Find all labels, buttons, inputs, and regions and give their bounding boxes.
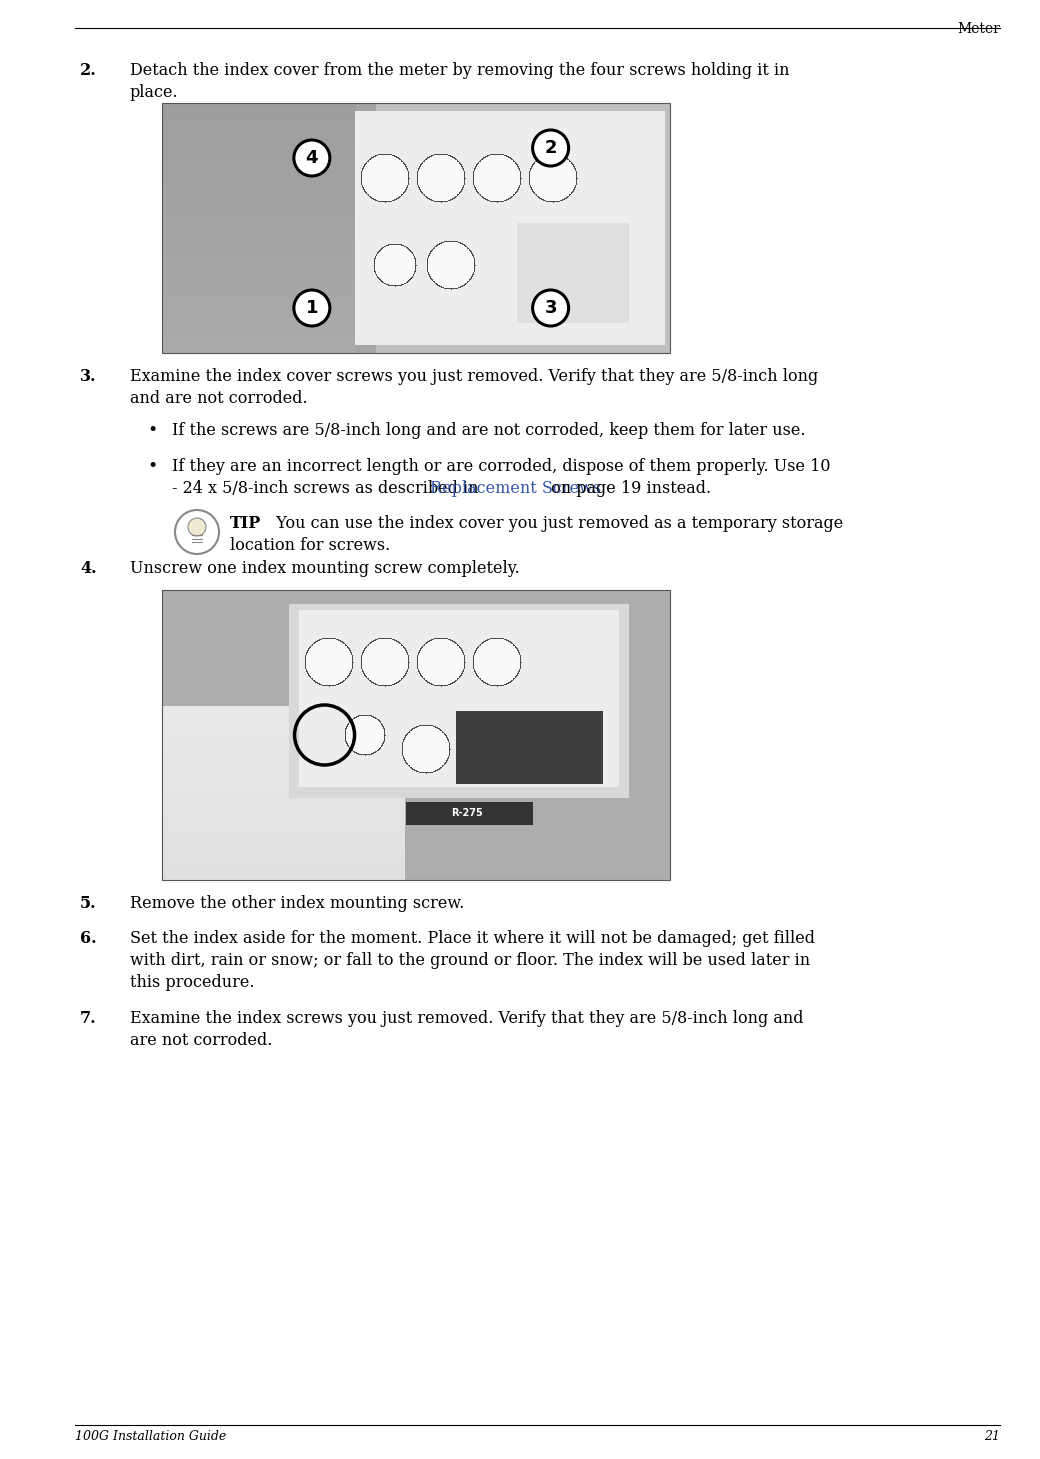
Text: Detach the index cover from the meter by removing the four screws holding it in: Detach the index cover from the meter by… bbox=[130, 61, 789, 79]
Text: location for screws.: location for screws. bbox=[230, 537, 390, 554]
Text: 1: 1 bbox=[306, 299, 318, 317]
Circle shape bbox=[188, 518, 206, 535]
Text: 5.: 5. bbox=[80, 894, 97, 912]
Text: 7.: 7. bbox=[80, 1010, 97, 1027]
Bar bbox=[162, 589, 670, 880]
Text: on page 19 instead.: on page 19 instead. bbox=[546, 480, 711, 498]
Text: •: • bbox=[147, 458, 157, 476]
Bar bbox=[406, 801, 532, 824]
Text: You can use the index cover you just removed as a temporary storage: You can use the index cover you just rem… bbox=[266, 515, 843, 533]
Text: - 24 x 5/8-inch screws as described in: - 24 x 5/8-inch screws as described in bbox=[172, 480, 484, 498]
Text: 6.: 6. bbox=[80, 929, 97, 947]
Text: with dirt, rain or snow; or fall to the ground or floor. The index will be used : with dirt, rain or snow; or fall to the … bbox=[130, 953, 810, 969]
Text: place.: place. bbox=[130, 85, 179, 101]
Text: 3: 3 bbox=[544, 299, 556, 317]
Text: 2.: 2. bbox=[80, 61, 97, 79]
Text: 3.: 3. bbox=[80, 368, 97, 385]
Circle shape bbox=[532, 290, 569, 325]
Text: 4.: 4. bbox=[80, 560, 97, 576]
Text: Meter: Meter bbox=[957, 22, 1000, 36]
Circle shape bbox=[294, 140, 330, 177]
Text: Remove the other index mounting screw.: Remove the other index mounting screw. bbox=[130, 894, 465, 912]
Text: If they are an incorrect length or are corroded, dispose of them properly. Use 1: If they are an incorrect length or are c… bbox=[172, 458, 831, 476]
Text: •: • bbox=[147, 422, 157, 439]
Text: Set the index aside for the moment. Place it where it will not be damaged; get f: Set the index aside for the moment. Plac… bbox=[130, 929, 815, 947]
Text: TIP: TIP bbox=[230, 515, 261, 533]
Text: Examine the index screws you just removed. Verify that they are 5/8-inch long an: Examine the index screws you just remove… bbox=[130, 1010, 804, 1027]
Bar bbox=[162, 104, 670, 353]
Text: 100G Installation Guide: 100G Installation Guide bbox=[75, 1430, 227, 1443]
Text: and are not corroded.: and are not corroded. bbox=[130, 390, 308, 407]
Text: Replacement Screws: Replacement Screws bbox=[430, 480, 601, 498]
Text: this procedure.: this procedure. bbox=[130, 975, 255, 991]
Text: If the screws are 5/8-inch long and are not corroded, keep them for later use.: If the screws are 5/8-inch long and are … bbox=[172, 422, 806, 439]
Circle shape bbox=[294, 290, 330, 325]
Text: are not corroded.: are not corroded. bbox=[130, 1032, 272, 1049]
Text: 4: 4 bbox=[306, 149, 318, 166]
Text: 21: 21 bbox=[984, 1430, 1000, 1443]
Circle shape bbox=[175, 511, 219, 554]
Text: 2: 2 bbox=[544, 139, 556, 158]
Text: Examine the index cover screws you just removed. Verify that they are 5/8-inch l: Examine the index cover screws you just … bbox=[130, 368, 818, 385]
Circle shape bbox=[532, 130, 569, 166]
Text: Unscrew one index mounting screw completely.: Unscrew one index mounting screw complet… bbox=[130, 560, 520, 576]
Text: R-275: R-275 bbox=[451, 808, 483, 818]
